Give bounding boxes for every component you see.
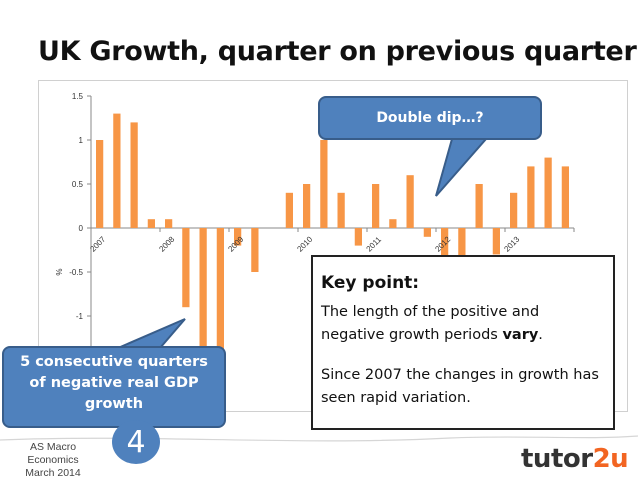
y-tick-label: -0.5: [69, 268, 83, 277]
bar-21: [441, 228, 449, 272]
bar-4: [147, 219, 155, 228]
double-dip-pointer: [435, 138, 489, 197]
brand-accent: 2u: [592, 444, 629, 474]
brand-logo: tutor2u: [521, 444, 629, 474]
bar-17: [372, 184, 380, 228]
bar-3: [130, 122, 138, 228]
bar-8: [216, 228, 224, 404]
y-tick-label: 1: [79, 136, 84, 145]
bar-12: [285, 192, 293, 228]
bar-26: [527, 166, 535, 228]
bar-19: [406, 175, 414, 228]
y-tick-label: 0.5: [72, 180, 84, 189]
y-tick-label: 1.5: [72, 92, 84, 101]
bar-22: [458, 228, 466, 264]
key-point-title: Key point:: [321, 273, 420, 293]
bar-6: [182, 228, 190, 308]
key-point-box: Key point: The length of the positive an…: [311, 255, 615, 430]
brand-main: tutor: [521, 444, 593, 474]
bar-9: [234, 228, 242, 246]
bar-13: [303, 184, 311, 228]
key-point-line1-end: .: [538, 327, 543, 343]
bar-5: [165, 219, 173, 228]
course-date: March 2014: [25, 467, 81, 479]
bar-18: [389, 219, 397, 228]
y-axis-label: %: [55, 268, 64, 275]
bar-7: [199, 228, 207, 352]
y-tick-label: 0: [79, 224, 84, 233]
bar-15: [337, 192, 345, 228]
bar-25: [510, 192, 518, 228]
key-point-text-1: The length of the positive and negative …: [321, 301, 605, 347]
key-point-text-2: Since 2007 the changes in growth has see…: [321, 367, 599, 406]
bar-24: [492, 228, 500, 255]
bar-16: [354, 228, 362, 246]
y-tick-label: -1: [76, 312, 84, 321]
key-point-line1: The length of the positive and negative …: [321, 304, 540, 343]
key-point-bold: vary: [502, 327, 539, 343]
bar-23: [475, 184, 483, 228]
slide-number-badge: 4: [112, 420, 160, 464]
footer-course: AS Macro Economics March 2014: [4, 441, 102, 480]
bar-28: [561, 166, 569, 228]
bar-27: [544, 157, 552, 228]
quarters-callout: 5 consecutive quarters of negative real …: [2, 346, 226, 428]
bar-2: [113, 113, 121, 228]
quarters-pointer: [117, 318, 186, 349]
course-name: AS Macro Economics: [27, 441, 79, 466]
slide-title: UK Growth, quarter on previous quarter: [38, 36, 637, 67]
bar-1: [96, 140, 104, 228]
bar-10: [251, 228, 259, 272]
bar-14: [320, 140, 328, 228]
double-dip-callout: Double dip…?: [318, 96, 542, 140]
bar-20: [423, 228, 431, 237]
